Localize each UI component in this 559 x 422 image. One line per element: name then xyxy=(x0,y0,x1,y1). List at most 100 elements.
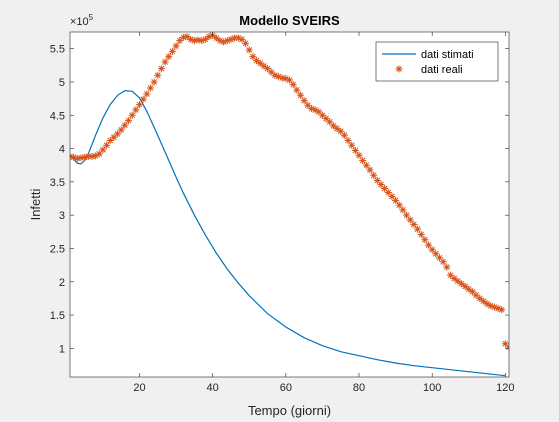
data-point-dati-reali xyxy=(220,38,228,46)
data-point-dati-reali xyxy=(479,297,487,305)
legend-dati-reali-swatch xyxy=(395,65,403,73)
y-tick-label: 5.5 xyxy=(50,44,65,56)
x-tick-label: 120 xyxy=(496,382,514,394)
data-point-dati-reali xyxy=(282,75,290,83)
data-point-dati-reali xyxy=(501,340,509,348)
x-tick-label: 60 xyxy=(280,382,292,394)
data-point-dati-reali xyxy=(253,57,261,65)
series-dati-stimati-line xyxy=(70,89,506,377)
data-point-dati-reali xyxy=(366,166,374,174)
data-point-dati-reali xyxy=(132,106,140,114)
y-axis-exponent-base: ×10 xyxy=(70,16,89,28)
data-point-dati-reali xyxy=(154,71,162,79)
data-point-dati-reali xyxy=(176,37,184,45)
legend: dati stimati dati reali xyxy=(375,41,499,82)
y-axis-exponent: ×105 xyxy=(70,13,94,28)
data-point-dati-reali xyxy=(428,246,436,254)
data-point-dati-reali xyxy=(161,58,169,66)
data-point-dati-reali xyxy=(205,33,213,41)
data-point-dati-reali xyxy=(392,197,400,205)
data-point-dati-reali xyxy=(271,71,279,79)
y-axis-exponent-power: 5 xyxy=(89,13,94,22)
x-tick-label: 40 xyxy=(207,382,219,394)
data-point-dati-reali xyxy=(355,151,363,159)
data-point-dati-reali xyxy=(435,254,443,262)
data-point-dati-reali xyxy=(373,177,381,185)
data-point-dati-reali xyxy=(238,35,246,43)
data-point-dati-reali xyxy=(461,282,469,290)
data-point-dati-reali xyxy=(242,39,250,47)
data-point-dati-reali xyxy=(81,153,89,161)
data-point-dati-reali xyxy=(278,74,286,82)
data-point-dati-reali xyxy=(311,106,319,114)
data-point-dati-reali xyxy=(322,115,330,123)
data-point-dati-reali xyxy=(146,84,154,92)
data-point-dati-reali xyxy=(395,201,403,209)
y-tick-label: 3.5 xyxy=(50,177,65,189)
data-point-dati-reali xyxy=(106,137,114,145)
plot-area xyxy=(70,32,509,377)
data-point-dati-reali xyxy=(432,250,440,258)
data-point-dati-reali xyxy=(483,300,491,308)
data-point-dati-reali xyxy=(267,68,275,76)
data-point-dati-reali xyxy=(99,146,107,154)
data-point-dati-reali xyxy=(117,126,125,134)
data-point-dati-reali xyxy=(114,130,122,138)
y-tick-label: 4.5 xyxy=(50,110,65,122)
data-point-dati-reali xyxy=(121,121,129,129)
data-point-dati-reali xyxy=(326,118,334,126)
data-point-dati-reali xyxy=(333,125,341,133)
data-point-dati-reali xyxy=(73,155,81,163)
y-tick-label: 1.5 xyxy=(50,310,65,322)
data-point-dati-reali xyxy=(362,161,370,169)
data-point-dati-reali xyxy=(388,193,396,201)
data-point-dati-reali xyxy=(216,37,224,45)
data-point-dati-reali xyxy=(245,46,253,54)
data-point-dati-reali xyxy=(275,73,283,81)
data-point-dati-reali xyxy=(201,35,209,43)
data-point-dati-reali xyxy=(289,81,297,89)
y-tick-label: 2 xyxy=(59,277,65,289)
data-point-dati-reali xyxy=(494,304,502,312)
data-point-dati-reali xyxy=(110,133,118,141)
data-point-dati-reali xyxy=(351,147,359,155)
data-point-dati-reali xyxy=(223,37,231,45)
data-point-dati-reali xyxy=(421,236,429,244)
data-point-dati-reali xyxy=(150,78,158,86)
data-point-dati-reali xyxy=(498,306,506,314)
x-tick-label: 20 xyxy=(133,382,145,394)
legend-dati-reali-label: dati reali xyxy=(421,64,463,76)
y-tick-label: 2.5 xyxy=(50,243,65,255)
data-point-dati-reali xyxy=(329,122,337,130)
data-point-dati-reali xyxy=(92,152,100,160)
data-point-dati-reali xyxy=(381,185,389,193)
data-point-dati-reali xyxy=(198,37,206,45)
data-point-dati-reali xyxy=(490,303,498,311)
data-point-dati-reali xyxy=(264,65,272,73)
data-point-dati-reali xyxy=(403,211,411,219)
data-point-dati-reali xyxy=(307,105,315,113)
data-point-dati-reali xyxy=(410,220,418,228)
data-point-dati-reali xyxy=(406,216,414,224)
data-point-dati-reali xyxy=(227,35,235,43)
data-point-dati-reali xyxy=(231,34,239,42)
data-point-dati-reali xyxy=(296,91,304,99)
data-point-dati-reali xyxy=(446,271,454,279)
data-point-dati-reali xyxy=(293,86,301,94)
data-point-dati-reali xyxy=(417,230,425,238)
data-point-dati-reali xyxy=(344,137,352,145)
data-point-dati-reali xyxy=(168,47,176,55)
data-point-dati-reali xyxy=(187,35,195,43)
data-point-dati-reali xyxy=(300,97,308,105)
data-point-dati-reali xyxy=(472,291,480,299)
y-axis-ticks: 1 1.5 2 2.5 3 3.5 4 4.5 5 5.5 xyxy=(50,44,509,355)
data-point-dati-reali xyxy=(476,294,484,302)
data-point-dati-reali xyxy=(165,53,173,61)
data-point-dati-reali xyxy=(194,36,202,44)
data-point-dati-reali xyxy=(487,302,495,310)
data-point-dati-reali xyxy=(256,59,264,67)
data-point-dati-reali xyxy=(337,127,345,135)
data-point-dati-reali xyxy=(439,258,447,266)
data-point-dati-reali xyxy=(125,117,133,125)
data-point-dati-reali xyxy=(384,189,392,197)
